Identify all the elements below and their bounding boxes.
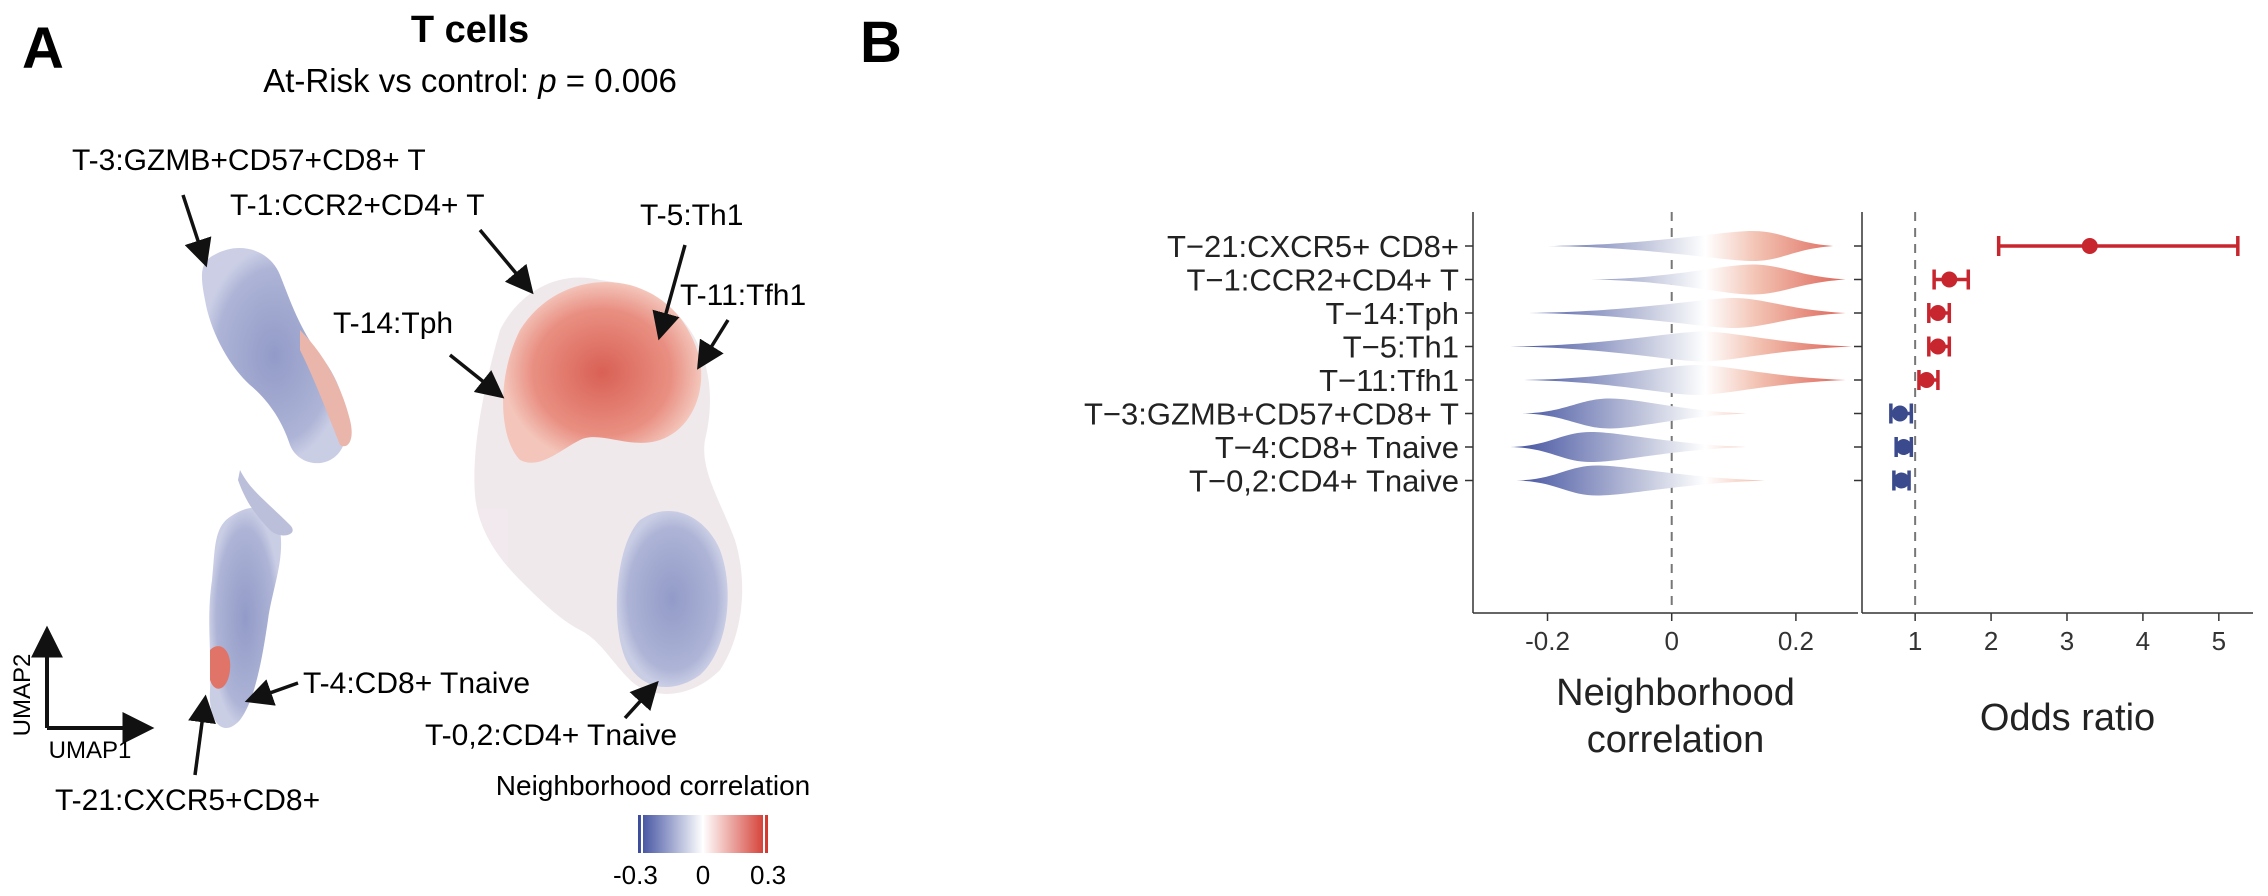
- umap-axes: UMAP2 UMAP1: [9, 625, 155, 764]
- odds-ratio-point: [1941, 271, 1958, 288]
- violin-x-label-line1: Neighborhood: [1556, 672, 1795, 714]
- category-label: T−1:CCR2+CD4+ T: [1186, 263, 1459, 298]
- subtitle-p: p: [537, 62, 556, 99]
- label-t4: T-4:CD8+ Tnaive: [303, 667, 530, 700]
- violin-x-tick-label: -0.2: [1525, 626, 1570, 656]
- arrow-t5: [652, 244, 687, 341]
- violin-shape: [1522, 365, 1846, 395]
- violin-shape: [1590, 264, 1846, 295]
- arrow-t3: [181, 194, 212, 268]
- arrow-t0-2: [623, 680, 659, 720]
- arrow-t14: [448, 353, 505, 399]
- odds-ratio-plot: 1 2 3 4 5 Odds ratio: [1854, 212, 2253, 739]
- umap-cluster-right-blue: [616, 511, 728, 687]
- violin-x-tick-label: 0: [1664, 626, 1678, 656]
- odds-ratio-point: [1929, 305, 1946, 321]
- colorbar-label-high: 0.3: [750, 860, 786, 890]
- umap-embedding: [201, 247, 743, 729]
- umap-bridge: [238, 470, 293, 536]
- arrow-t21: [188, 694, 216, 776]
- forest-x-label: Odds ratio: [1980, 697, 2155, 739]
- category-label: T−0,2:CD4+ Tnaive: [1189, 464, 1459, 499]
- odds-ratio-point: [1929, 338, 1946, 355]
- forest-x-tick-label: 3: [2060, 626, 2074, 656]
- colorbar-title: Neighborhood correlation: [496, 770, 810, 801]
- category-label: T−21:CXCR5+ CD8+: [1167, 229, 1459, 264]
- forest-x-tick-label: 5: [2212, 626, 2226, 656]
- label-t11: T-11:Tfh1: [680, 279, 806, 312]
- umap-subtitle: At-Risk vs control: p = 0.006: [263, 62, 677, 99]
- umap-cluster-lower-left-red: [210, 646, 231, 689]
- umap-cluster-lower-left: [209, 507, 282, 729]
- violin-shape: [1522, 398, 1747, 429]
- umap-cluster-upper-left-tail: [300, 330, 352, 447]
- label-t1: T-1:CCR2+CD4+ T: [230, 189, 485, 222]
- violin-shape: [1516, 465, 1765, 496]
- violin-x-tick-label: 0.2: [1778, 626, 1814, 656]
- violin-x-label-line2: correlation: [1587, 719, 1764, 761]
- subtitle-suffix: = 0.006: [557, 62, 677, 99]
- label-t21: T-21:CXCR5+CD8+: [55, 784, 320, 817]
- subtitle-prefix: At-Risk vs control:: [263, 62, 538, 99]
- label-t14: T-14:Tph: [333, 307, 453, 340]
- category-label: T−11:Tfh1: [1319, 363, 1459, 398]
- panel-b: B T−21:CXCR5+ CD8+T−1:CCR2+CD4+ TT−14:Tp…: [860, 10, 2253, 761]
- odds-ratio-point: [1895, 439, 1912, 455]
- violin-plot: T−21:CXCR5+ CD8+T−1:CCR2+CD4+ TT−14:TphT…: [1084, 212, 1858, 761]
- violin-shape: [1528, 298, 1846, 328]
- odds-ratio-point: [1891, 405, 1908, 422]
- umap-cluster-upper-left: [201, 247, 347, 464]
- label-t3: T-3:GZMB+CD57+CD8+ T: [72, 144, 426, 177]
- colorbar-label-mid: 0: [696, 860, 710, 890]
- forest-x-tick-label: 2: [1984, 626, 1998, 656]
- forest-x-tick-label: 1: [1908, 626, 1922, 656]
- odds-ratio-point: [1893, 472, 1910, 489]
- forest-x-tick-label: 4: [2136, 626, 2150, 656]
- odds-ratio-point: [2081, 238, 2098, 254]
- umap-cluster-right-red: [503, 282, 702, 463]
- violin-shape: [1547, 231, 1834, 261]
- umap-title: T cells: [411, 9, 529, 51]
- label-t5: T-5:Th1: [640, 199, 743, 232]
- umap-labels: T-3:GZMB+CD57+CD8+ T T-1:CCR2+CD4+ T T-5…: [55, 144, 806, 817]
- umap1-label: UMAP1: [49, 737, 132, 764]
- category-label: T−14:Tph: [1325, 296, 1459, 331]
- violin-shape: [1510, 331, 1852, 362]
- label-t0-2: T-0,2:CD4+ Tnaive: [425, 719, 677, 752]
- colorbar-legend: Neighborhood correlation -0.3 0 0.3: [496, 770, 810, 890]
- arrow-t4: [244, 679, 299, 706]
- category-label: T−5:Th1: [1343, 330, 1459, 365]
- odds-ratio-point: [1918, 372, 1935, 388]
- umap2-label: UMAP2: [9, 654, 36, 737]
- panel-b-letter: B: [860, 10, 902, 75]
- arrow-t11: [697, 319, 730, 370]
- umap-arrows: [181, 194, 730, 776]
- category-label: T−4:CD8+ Tnaive: [1215, 430, 1459, 465]
- category-label: T−3:GZMB+CD57+CD8+ T: [1084, 397, 1459, 432]
- violin-shape: [1510, 432, 1747, 462]
- panel-a-letter: A: [22, 16, 64, 81]
- colorbar-label-low: -0.3: [613, 860, 658, 890]
- arrow-t1: [478, 228, 534, 295]
- panel-a: A T cells At-Risk vs control: p = 0.006 …: [9, 9, 810, 890]
